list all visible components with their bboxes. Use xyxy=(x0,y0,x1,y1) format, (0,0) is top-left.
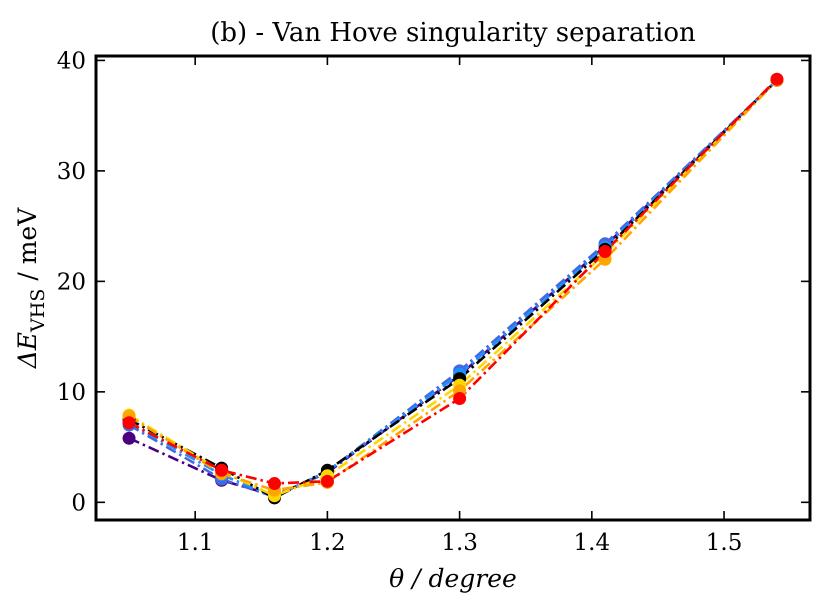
plot-frame xyxy=(94,54,812,522)
point-red xyxy=(215,463,229,477)
x-tick-label: 1.2 xyxy=(309,530,346,556)
point-red xyxy=(320,474,334,488)
x-axis-title: θ / degree xyxy=(389,564,517,593)
point-red xyxy=(268,477,281,491)
y-axis-title-subscript: VHS xyxy=(27,289,49,333)
series-line-red xyxy=(128,78,778,485)
series-line-indigo xyxy=(128,79,778,498)
series-line-gold xyxy=(128,79,778,498)
y-axis-title-unit: / meV xyxy=(13,207,42,289)
point-red xyxy=(122,416,136,430)
series-line-orange xyxy=(128,79,778,492)
point-red xyxy=(598,245,612,259)
y-tick-label: 10 xyxy=(57,380,86,406)
x-tick-label: 1.3 xyxy=(441,530,478,556)
y-tick-label: 40 xyxy=(57,48,86,74)
y-tick-label: 20 xyxy=(57,269,86,295)
y-axis-title-symbol: ΔE xyxy=(13,332,42,369)
series-line-black xyxy=(128,79,778,500)
point-red xyxy=(453,391,467,405)
x-tick-label: 1.1 xyxy=(177,530,214,556)
x-tick-label: 1.5 xyxy=(706,530,743,556)
series-layer xyxy=(122,72,784,505)
point-indigo xyxy=(122,431,136,445)
series-line-royal-blue xyxy=(128,79,778,499)
series-line-dodger-blue xyxy=(128,79,778,499)
y-tick-label: 30 xyxy=(57,159,86,185)
y-tick-label: 0 xyxy=(71,490,86,516)
y-axis-title: ΔEVHS / meV xyxy=(13,207,49,369)
x-tick-label: 1.4 xyxy=(574,530,611,556)
point-red xyxy=(770,72,784,86)
chart-title: (b) - Van Hove singularity separation xyxy=(210,18,696,48)
ticks-layer: 1.1 1.2 1.3 1.4 1.5 0 10 20 30 40 xyxy=(57,48,810,556)
